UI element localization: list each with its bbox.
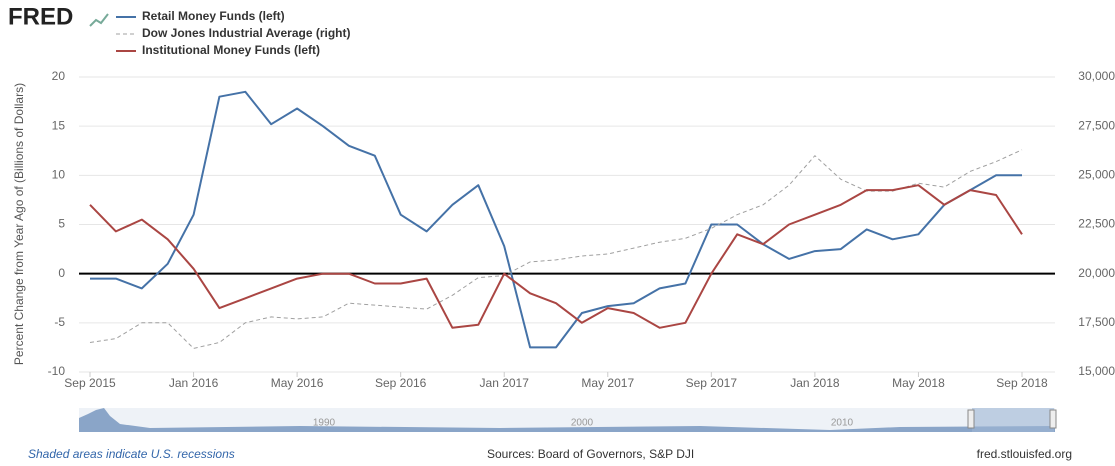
navigator-handle[interactable] <box>1049 409 1057 429</box>
x-tick-label: Sep 2018 <box>996 376 1048 390</box>
y-tick-label: 10 <box>52 168 66 182</box>
y-tick-label: 5 <box>58 217 65 231</box>
y-tick-label: 15 <box>52 118 66 132</box>
x-tick-label: May 2018 <box>892 376 945 390</box>
x-tick-label: Sep 2017 <box>686 376 738 390</box>
legend-label: Retail Money Funds (left) <box>142 9 285 23</box>
x-tick-label: May 2016 <box>271 376 324 390</box>
y-tick-label: 0 <box>58 266 65 280</box>
y2-tick-label: 15,000 <box>1078 364 1115 378</box>
y-axis-label: Percent Change from Year Ago of (Billion… <box>12 83 26 365</box>
legend-label: Institutional Money Funds (left) <box>142 43 320 57</box>
sources: Sources: Board of Governors, S&P DJI <box>487 447 694 461</box>
x-tick-label: Jan 2016 <box>169 376 219 390</box>
logo: FRED <box>8 3 73 30</box>
legend-label: Dow Jones Industrial Average (right) <box>142 26 350 40</box>
x-tick-label: Sep 2016 <box>375 376 427 390</box>
navigator-label: 1990 <box>313 418 336 429</box>
y-tick-label: 20 <box>52 69 66 83</box>
x-tick-label: Jan 2017 <box>480 376 530 390</box>
y2-tick-label: 20,000 <box>1078 266 1115 280</box>
recession-note[interactable]: Shaded areas indicate U.S. recessions <box>28 447 235 461</box>
y-tick-label: -10 <box>48 364 66 378</box>
navigator-handle[interactable] <box>967 409 975 429</box>
y-tick-label: -5 <box>54 315 65 329</box>
navigator-area <box>79 408 1055 432</box>
series-line <box>89 149 1023 349</box>
site[interactable]: fred.stlouisfed.org <box>977 447 1072 461</box>
series-line <box>90 90 1022 349</box>
y2-tick-label: 30,000 <box>1078 69 1115 83</box>
series-line <box>89 184 1023 329</box>
navigator-label: 2000 <box>571 418 594 429</box>
y2-tick-label: 27,500 <box>1078 118 1115 132</box>
x-tick-label: Jan 2018 <box>790 376 840 390</box>
navigator-selection[interactable] <box>972 408 1054 432</box>
navigator-label: 2010 <box>831 418 854 429</box>
y2-tick-label: 22,500 <box>1078 217 1115 231</box>
y2-tick-label: 25,000 <box>1078 168 1115 182</box>
logo-icon <box>89 13 109 27</box>
x-tick-label: Sep 2015 <box>64 376 116 390</box>
y2-tick-label: 17,500 <box>1078 315 1115 329</box>
x-tick-label: May 2017 <box>581 376 634 390</box>
